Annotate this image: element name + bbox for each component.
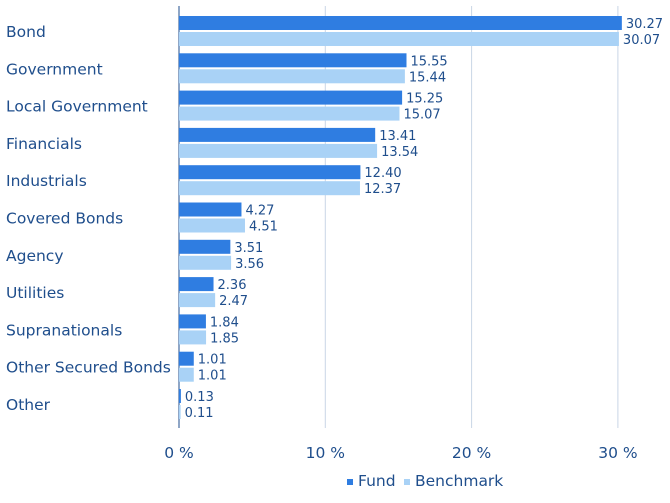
value-label-fund-other: 0.13 <box>185 390 214 405</box>
value-label-fund-supranationals: 1.84 <box>210 315 239 330</box>
bar-benchmark-supranationals <box>179 330 207 345</box>
category-label-government: Government <box>6 60 103 78</box>
category-label-utilities: Utilities <box>6 284 64 302</box>
category-label-other: Other <box>6 396 51 414</box>
bar-benchmark-other-secured-bonds <box>179 367 194 382</box>
bar-benchmark-local-government <box>179 106 400 121</box>
bar-benchmark-agency <box>179 255 232 270</box>
value-label-benchmark-government: 15.44 <box>409 70 446 85</box>
legend-label-fund: Fund <box>358 472 396 490</box>
value-label-fund-utilities: 2.36 <box>218 278 247 293</box>
value-label-fund-industrials: 12.40 <box>364 166 401 181</box>
value-label-benchmark-supranationals: 1.85 <box>210 331 239 346</box>
bar-benchmark-other <box>179 405 181 419</box>
category-label-agency: Agency <box>6 247 64 265</box>
value-label-benchmark-covered-bonds: 4.51 <box>249 220 278 235</box>
bar-benchmark-government <box>179 69 405 84</box>
bar-fund-local-government <box>179 90 403 105</box>
x-tick-label-10: 10 % <box>306 444 345 462</box>
value-label-fund-agency: 3.51 <box>234 241 263 256</box>
bar-benchmark-covered-bonds <box>179 218 245 233</box>
value-label-benchmark-financials: 13.54 <box>381 145 418 160</box>
category-label-other-secured-bonds: Other Secured Bonds <box>6 359 171 377</box>
x-tick-label-0: 0 % <box>164 444 194 462</box>
bar-benchmark-utilities <box>179 293 216 308</box>
bar-benchmark-bond <box>179 32 619 46</box>
value-label-fund-covered-bonds: 4.27 <box>245 204 274 219</box>
bar-fund-covered-bonds <box>179 202 242 217</box>
bar-fund-supranationals <box>179 314 206 329</box>
value-label-fund-local-government: 15.25 <box>406 92 443 107</box>
value-label-benchmark-other-secured-bonds: 1.01 <box>198 369 227 384</box>
bar-fund-utilities <box>179 277 214 292</box>
category-label-supranationals: Supranationals <box>6 321 122 339</box>
bar-fund-agency <box>179 239 231 254</box>
category-label-financials: Financials <box>6 135 82 153</box>
bar-fund-financials <box>179 127 376 142</box>
bar-fund-bond <box>179 16 622 30</box>
category-label-local-government: Local Government <box>6 98 148 116</box>
category-label-industrials: Industrials <box>6 172 87 190</box>
bar-benchmark-financials <box>179 143 378 158</box>
bar-fund-government <box>179 53 407 68</box>
legend-label-benchmark: Benchmark <box>415 472 503 490</box>
bar-fund-other-secured-bonds <box>179 351 194 366</box>
value-label-benchmark-other: 0.11 <box>185 406 214 421</box>
value-label-fund-bond: 30.27 <box>626 17 663 32</box>
value-label-benchmark-bond: 30.07 <box>623 33 660 48</box>
value-label-benchmark-agency: 3.56 <box>235 257 264 272</box>
bar-benchmark-industrials <box>179 181 360 196</box>
bar-fund-industrials <box>179 165 361 180</box>
value-label-fund-government: 15.55 <box>410 54 447 69</box>
category-label-bond: Bond <box>6 23 46 41</box>
legend-swatch-fund <box>347 479 353 485</box>
bar-fund-other <box>179 389 181 403</box>
legend-swatch-benchmark <box>404 479 410 485</box>
category-label-covered-bonds: Covered Bonds <box>6 210 123 228</box>
value-label-fund-financials: 13.41 <box>379 129 416 144</box>
x-tick-label-20: 20 % <box>452 444 491 462</box>
x-tick-label-30: 30 % <box>598 444 637 462</box>
value-label-benchmark-utilities: 2.47 <box>219 294 248 309</box>
value-label-fund-other-secured-bonds: 1.01 <box>198 353 227 368</box>
value-label-benchmark-industrials: 12.37 <box>364 182 401 197</box>
value-label-benchmark-local-government: 15.07 <box>403 108 440 123</box>
